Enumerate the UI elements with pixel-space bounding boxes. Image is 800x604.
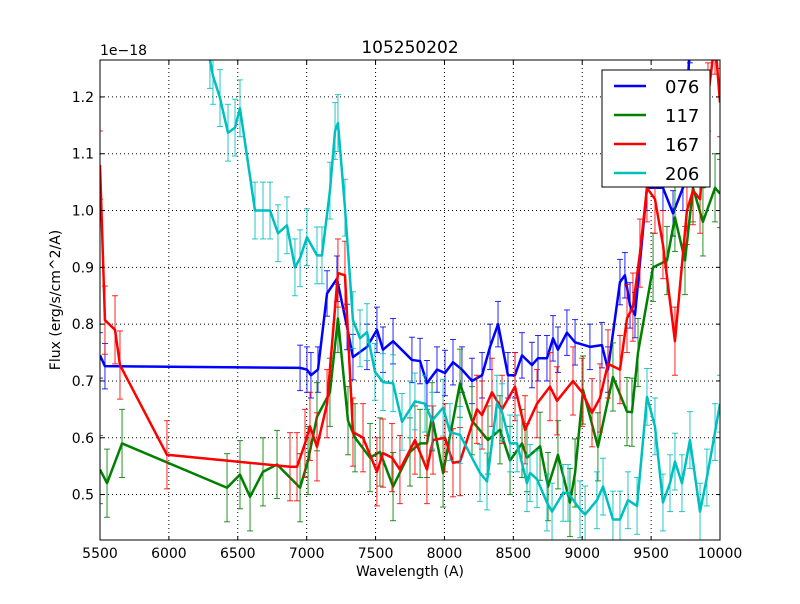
legend-label-167: 167 bbox=[665, 135, 699, 156]
x-tick-label: 6500 bbox=[220, 546, 256, 562]
y-tick-label: 0.7 bbox=[72, 374, 94, 390]
y-tick-label: 0.6 bbox=[72, 431, 94, 447]
y-offset-text: 1e−18 bbox=[100, 43, 147, 59]
y-axis-label: Flux (erg/s/cm^2/A) bbox=[48, 230, 64, 370]
x-tick-label: 10000 bbox=[698, 546, 743, 562]
y-tick-label: 0.5 bbox=[72, 488, 94, 504]
y-tick-label: 0.8 bbox=[72, 317, 94, 333]
y-tick-label: 1.2 bbox=[72, 90, 94, 106]
x-tick-label: 7500 bbox=[358, 546, 394, 562]
x-tick-label: 5500 bbox=[82, 546, 118, 562]
x-tick-label: 6000 bbox=[151, 546, 187, 562]
legend-label-206: 206 bbox=[665, 164, 699, 185]
x-tick-label: 9500 bbox=[633, 546, 669, 562]
y-tick-label: 0.9 bbox=[72, 260, 94, 276]
legend-label-076: 076 bbox=[665, 77, 699, 98]
x-axis-label: Wavelength (A) bbox=[356, 564, 464, 580]
legend: 076 117 167 206 bbox=[602, 70, 710, 187]
x-tick-label: 7000 bbox=[289, 546, 325, 562]
chart-title: 105250202 bbox=[361, 38, 458, 58]
y-tick-label: 1.1 bbox=[72, 147, 94, 163]
y-tick-label: 1.0 bbox=[72, 204, 94, 220]
x-tick-label: 9000 bbox=[564, 546, 600, 562]
x-tick-label: 8500 bbox=[496, 546, 532, 562]
x-tick-label: 8000 bbox=[427, 546, 463, 562]
legend-label-117: 117 bbox=[665, 106, 699, 127]
